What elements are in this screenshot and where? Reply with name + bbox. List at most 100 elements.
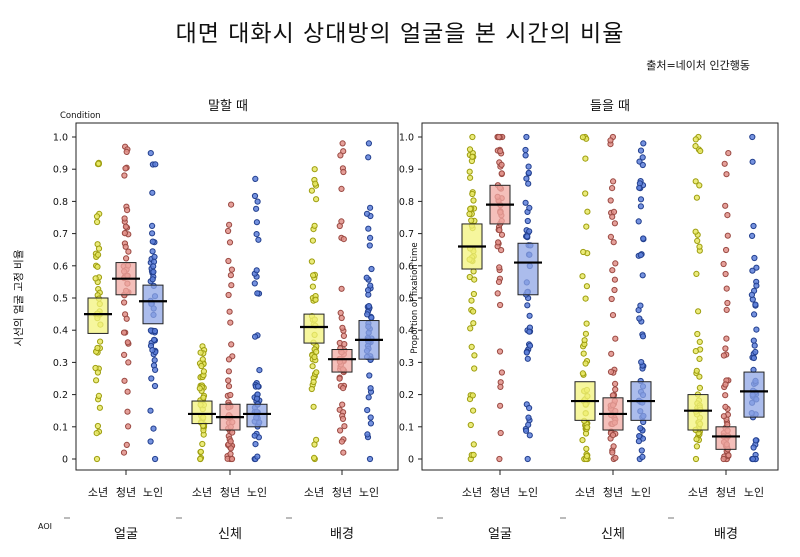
data-point — [637, 203, 645, 210]
data-point — [693, 270, 700, 277]
data-point — [251, 192, 259, 200]
data-point — [696, 373, 703, 380]
data-point — [526, 328, 533, 335]
data-point — [337, 427, 344, 434]
data-point — [148, 375, 155, 382]
data-point — [149, 230, 156, 237]
data-point — [340, 385, 347, 392]
data-point — [640, 235, 647, 242]
data-point — [338, 438, 345, 445]
data-point — [95, 251, 102, 258]
data-point — [636, 433, 643, 440]
data-point — [228, 201, 235, 208]
data-point — [147, 150, 154, 157]
data-point — [753, 326, 760, 333]
data-point — [721, 160, 728, 167]
data-point — [580, 248, 587, 256]
data-point — [93, 430, 100, 437]
ci-box — [303, 313, 325, 344]
data-point — [466, 168, 473, 175]
data-point — [470, 268, 477, 275]
data-point — [579, 437, 586, 444]
data-point — [365, 154, 372, 161]
data-point — [366, 455, 374, 463]
y-tick-label: 0 — [408, 455, 414, 466]
data-point — [470, 308, 477, 315]
data-point — [255, 236, 262, 243]
data-point — [526, 432, 533, 439]
data-point — [339, 140, 346, 147]
data-point — [251, 432, 258, 439]
data-point — [637, 196, 645, 203]
data-point — [752, 301, 759, 308]
data-point — [311, 454, 318, 461]
data-point — [526, 204, 533, 211]
data-point — [524, 302, 531, 309]
data-point — [309, 283, 316, 290]
x-group-label: 노인 — [631, 486, 651, 499]
data-point — [92, 275, 99, 282]
data-point — [495, 239, 502, 246]
data-point — [753, 264, 760, 271]
data-point — [723, 335, 730, 342]
data-point — [254, 383, 262, 390]
y-tick-label: 0.2 — [399, 390, 414, 401]
ci-box — [715, 426, 737, 450]
data-point — [151, 253, 158, 260]
data-point — [252, 175, 259, 182]
data-point — [696, 338, 703, 345]
data-point — [152, 366, 159, 373]
data-point — [253, 219, 260, 226]
data-point — [611, 220, 619, 227]
data-point — [337, 152, 344, 159]
data-point — [636, 315, 643, 322]
data-point — [696, 243, 703, 250]
data-point — [151, 327, 158, 335]
x-group-label: 소년 — [304, 486, 324, 499]
data-point — [471, 365, 478, 372]
y-tick-label: 0.6 — [53, 261, 68, 272]
data-point — [722, 202, 729, 209]
data-point — [125, 423, 132, 430]
data-point — [312, 180, 319, 187]
data-point — [579, 273, 586, 280]
ci-box — [743, 371, 765, 418]
data-point — [225, 227, 232, 235]
data-point — [253, 205, 260, 212]
data-point — [584, 424, 591, 431]
x-group-label: 청년 — [220, 486, 240, 499]
data-point — [227, 445, 234, 452]
data-point — [583, 445, 590, 452]
data-point — [722, 381, 729, 388]
data-point — [340, 332, 347, 339]
data-point — [608, 295, 615, 303]
data-point — [147, 438, 154, 445]
data-point — [225, 383, 233, 390]
y-tick-label: 1.0 — [399, 133, 414, 144]
x-group-label: 소년 — [575, 486, 595, 499]
data-point — [124, 388, 131, 395]
y-tick-label: 0.8 — [53, 197, 68, 208]
data-point — [251, 280, 258, 287]
data-point — [750, 222, 757, 230]
x-group-label: 청년 — [490, 486, 510, 499]
data-point — [526, 312, 533, 319]
data-point — [582, 155, 589, 162]
data-point — [313, 196, 320, 203]
data-point — [228, 282, 235, 289]
data-point — [722, 392, 729, 399]
data-point — [470, 290, 477, 298]
data-point — [225, 356, 233, 363]
data-point — [310, 403, 317, 410]
data-point — [609, 213, 616, 220]
data-point — [694, 330, 701, 338]
data-point — [607, 137, 614, 144]
data-point — [93, 455, 101, 463]
data-point — [310, 378, 317, 386]
data-point — [610, 239, 617, 246]
x-group-label: 청년 — [332, 486, 352, 499]
ci-box — [517, 242, 539, 296]
data-point — [639, 272, 646, 279]
data-point — [696, 355, 703, 362]
data-point — [340, 449, 347, 456]
